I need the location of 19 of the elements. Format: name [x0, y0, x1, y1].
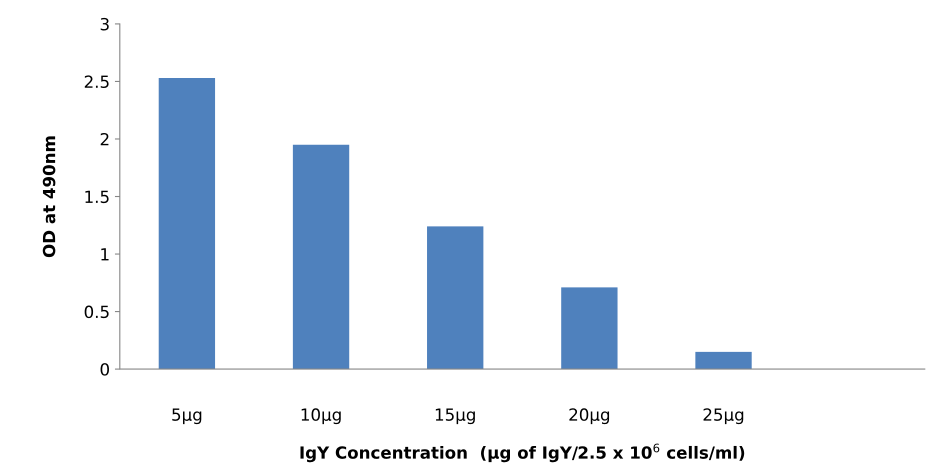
y-tick-label: 1.5	[85, 190, 109, 204]
x-tick-label: 15μg	[436, 408, 475, 424]
y-tick-label: 2.5	[84, 75, 109, 88]
bar	[158, 78, 216, 370]
y-tick-label: 2	[100, 132, 108, 146]
bar	[427, 226, 484, 370]
x-tick-label: 5μg	[172, 408, 202, 424]
y-tick-label: 1	[101, 248, 109, 260]
bar	[695, 352, 752, 370]
bar	[561, 287, 618, 370]
y-tick-label: 0	[100, 363, 109, 376]
x-tick-label: 20μg	[569, 408, 610, 424]
bar	[292, 144, 350, 370]
y-tick-label: 0.5	[84, 306, 109, 318]
y-axis-title: OD at 490nm	[42, 136, 56, 258]
y-tick-label: 3	[100, 18, 109, 30]
x-axis-title: IgY Concentration (μg of IgY/2.5 x 10$^{6}$ cells/ml)	[300, 444, 744, 462]
x-tick-label: 25μg	[704, 408, 744, 424]
x-tick-label: 10μg	[302, 408, 341, 424]
